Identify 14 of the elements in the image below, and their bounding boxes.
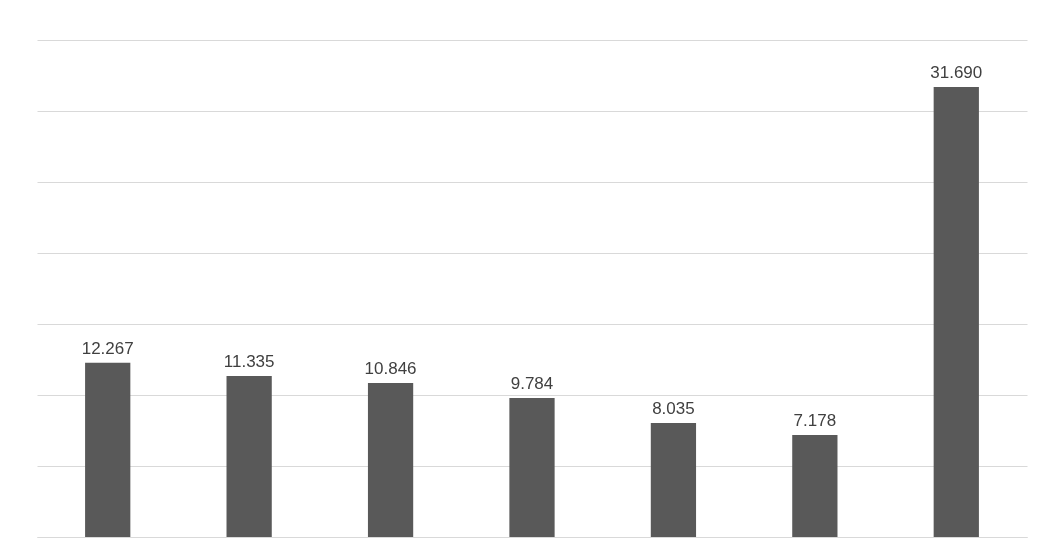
bar bbox=[792, 435, 838, 537]
bar bbox=[650, 422, 697, 537]
bar bbox=[85, 362, 131, 537]
bar bbox=[509, 398, 555, 537]
data-label: 11.335 bbox=[223, 352, 275, 372]
data-label: 31.690 bbox=[930, 63, 983, 82]
data-label: 10.846 bbox=[364, 358, 417, 378]
bar bbox=[367, 382, 414, 537]
bar bbox=[933, 87, 979, 537]
data-label: 8.035 bbox=[652, 398, 695, 418]
bar bbox=[226, 376, 272, 537]
data-label: 7.178 bbox=[793, 411, 837, 431]
data-label: 12.267 bbox=[81, 338, 134, 358]
data-label: 9.784 bbox=[510, 374, 554, 394]
